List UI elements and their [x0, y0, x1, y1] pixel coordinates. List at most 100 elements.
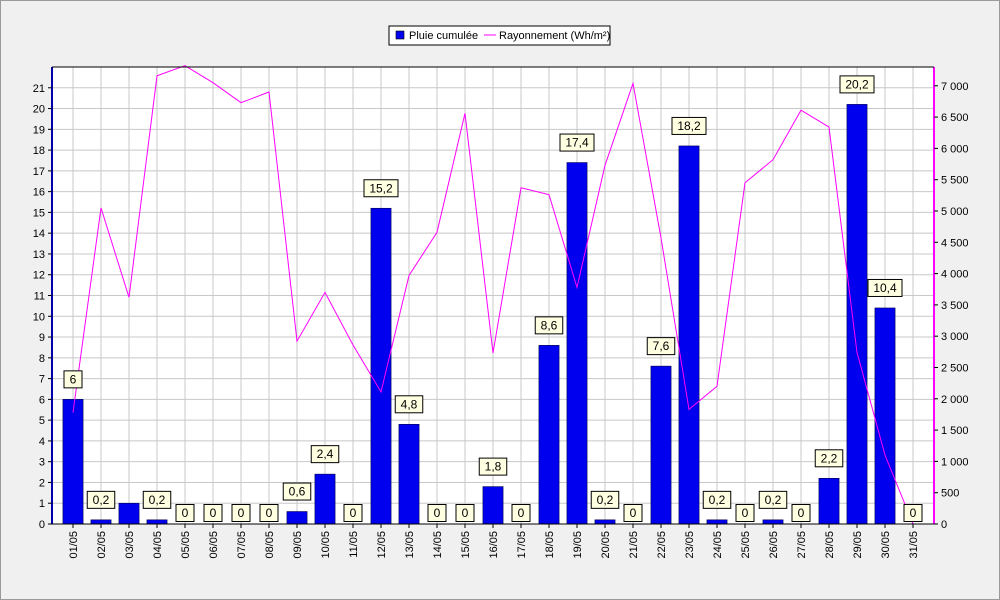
x-tick-label: 21/05	[628, 531, 640, 559]
data-label-text: 1,8	[485, 460, 502, 474]
data-label-text: 17,4	[565, 136, 589, 150]
rayonnement-line	[72, 65, 914, 525]
data-label: 7,6	[646, 337, 676, 356]
right-tick-label: 3 000	[941, 331, 969, 343]
data-label-box	[867, 278, 903, 297]
data-label-text: 0	[462, 506, 469, 520]
data-label-text: 0,2	[597, 493, 614, 507]
x-tick-label: 16/05	[488, 531, 500, 559]
data-label-text: 0	[182, 506, 189, 520]
data-label: 15,2	[363, 179, 399, 198]
data-label-text: 2,4	[317, 447, 334, 461]
data-label-text: 0,6	[289, 485, 306, 499]
x-tick-label: 10/05	[320, 531, 332, 559]
bar	[566, 162, 588, 525]
data-label: 2,4	[310, 445, 340, 464]
left-tick-label: 20	[33, 104, 45, 116]
data-label-box	[814, 449, 844, 468]
data-label-text: 0,2	[709, 493, 726, 507]
x-tick-label: 17/05	[516, 531, 528, 559]
bar	[594, 519, 616, 525]
data-label-text: 0	[742, 506, 749, 520]
x-tick-label: 18/05	[544, 531, 556, 559]
data-label: 0	[735, 504, 755, 522]
data-label: 0,2	[758, 490, 788, 509]
x-tick-label: 14/05	[432, 531, 444, 559]
bar	[846, 104, 868, 525]
left-tick-label: 12	[33, 270, 45, 282]
data-label-box	[534, 316, 564, 335]
bar	[370, 207, 392, 525]
data-label-box	[259, 504, 279, 522]
data-label-box	[671, 116, 707, 135]
data-label-text: 0	[630, 506, 637, 520]
data-label: 0	[175, 504, 195, 522]
data-label-text: 0,2	[765, 493, 782, 507]
data-label-text: 7,6	[653, 339, 670, 353]
left-tick-label: 0	[39, 519, 45, 531]
right-tick-label: 4 000	[941, 269, 969, 281]
data-label-box	[559, 133, 595, 152]
legend-label-line: Rayonnement (Wh/m²)	[499, 30, 610, 42]
x-tick-label: 01/05	[68, 531, 80, 559]
data-label-text: 0	[238, 506, 245, 520]
x-tick-label: 23/05	[684, 531, 696, 559]
data-label-text: 10,4	[873, 281, 897, 295]
data-label-text: 0,2	[149, 493, 166, 507]
data-label-text: 18,2	[677, 119, 701, 133]
data-label: 0	[623, 504, 643, 522]
data-label-box	[735, 504, 755, 522]
bar	[314, 473, 336, 525]
data-label-text: 0	[910, 506, 917, 520]
x-tick-label: 20/05	[600, 531, 612, 559]
left-tick-label: 17	[33, 166, 45, 178]
bar	[818, 477, 840, 525]
data-label: 0	[903, 504, 923, 522]
right-tick-label: 500	[941, 488, 959, 500]
bar	[678, 145, 700, 525]
x-tick-label: 09/05	[292, 531, 304, 559]
data-label: 0,2	[86, 490, 116, 509]
left-tick-label: 13	[33, 249, 45, 261]
bar	[762, 519, 784, 525]
right-tick-label: 4 500	[941, 237, 969, 249]
x-tick-label: 11/05	[348, 531, 360, 558]
x-tick-label: 06/05	[208, 531, 220, 559]
data-label: 0	[259, 504, 279, 522]
data-label-text: 8,6	[541, 318, 558, 332]
right-tick-label: 2 000	[941, 394, 969, 406]
data-label: 0,2	[142, 490, 172, 509]
legend: Pluie cumulée Rayonnement (Wh/m²)	[388, 25, 611, 46]
left-tick-label: 6	[39, 394, 45, 406]
right-tick-label: 7 000	[941, 81, 969, 93]
data-label-box	[363, 179, 399, 198]
data-label-box	[455, 504, 475, 522]
x-tick-label: 19/05	[572, 531, 584, 559]
data-label-box	[903, 504, 923, 522]
data-label-text: 4,8	[401, 397, 418, 411]
bar	[398, 423, 420, 525]
data-label-box	[702, 490, 732, 509]
data-label-box	[203, 504, 223, 522]
left-tick-label: 1	[39, 498, 45, 510]
left-tick-label: 21	[33, 83, 45, 95]
data-label-text: 0,2	[93, 493, 110, 507]
data-label: 2,2	[814, 449, 844, 468]
x-tick-label: 07/05	[236, 531, 248, 559]
data-label: 0	[511, 504, 531, 522]
data-label: 8,6	[534, 316, 564, 335]
data-label-text: 0	[518, 506, 525, 520]
bar	[874, 307, 896, 525]
data-label-text: 2,2	[821, 451, 838, 465]
data-label: 0	[455, 504, 475, 522]
left-tick-label: 5	[39, 415, 45, 427]
right-tick-label: 3 500	[941, 300, 969, 312]
right-tick-label: 1 000	[941, 456, 969, 468]
x-tick-label: 04/05	[152, 531, 164, 559]
right-tick-label: 0	[941, 519, 947, 531]
x-tick-label: 15/05	[460, 531, 472, 559]
bar	[706, 519, 728, 525]
data-label: 0	[343, 504, 363, 522]
x-tick-label: 31/05	[908, 531, 920, 559]
left-tick-label: 3	[39, 457, 45, 469]
